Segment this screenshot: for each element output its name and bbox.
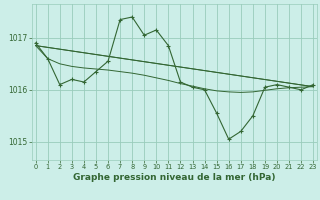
- X-axis label: Graphe pression niveau de la mer (hPa): Graphe pression niveau de la mer (hPa): [73, 173, 276, 182]
